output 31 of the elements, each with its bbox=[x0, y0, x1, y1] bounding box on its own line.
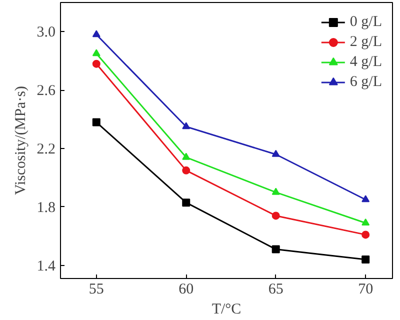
point bbox=[92, 60, 100, 68]
y-tick-label: 2.6 bbox=[36, 83, 56, 100]
point bbox=[272, 188, 280, 195]
point bbox=[272, 212, 280, 220]
point bbox=[92, 30, 100, 38]
point bbox=[272, 150, 280, 157]
legend-label: 2 g/L bbox=[350, 34, 382, 50]
point bbox=[362, 195, 370, 202]
y-axis-title: Viscosity/(MPa·s) bbox=[12, 86, 29, 196]
point bbox=[272, 245, 280, 254]
y-tick-label: 1.8 bbox=[36, 200, 56, 216]
legend-label: 4 g/L bbox=[350, 54, 382, 70]
y-tick-label: 1.4 bbox=[36, 258, 56, 274]
x-tick-label: 60 bbox=[178, 282, 194, 298]
legend-label: 6 g/L bbox=[350, 74, 382, 90]
x-tick-label: 65 bbox=[268, 282, 284, 298]
point bbox=[182, 166, 190, 174]
x-tick-label: 70 bbox=[358, 282, 374, 298]
point bbox=[362, 230, 370, 239]
point bbox=[362, 218, 370, 226]
x-axis-title: T/°C bbox=[212, 302, 242, 318]
legend-label: 0 g/L bbox=[350, 14, 382, 30]
point bbox=[182, 152, 190, 160]
y-tick-label: 2.2 bbox=[36, 142, 56, 158]
x-tick-label: 55 bbox=[88, 282, 104, 298]
point bbox=[92, 118, 100, 126]
point bbox=[182, 198, 190, 207]
point bbox=[92, 49, 100, 56]
point bbox=[182, 122, 190, 130]
y-tick-label: 3.0 bbox=[36, 24, 56, 41]
point bbox=[362, 256, 370, 264]
